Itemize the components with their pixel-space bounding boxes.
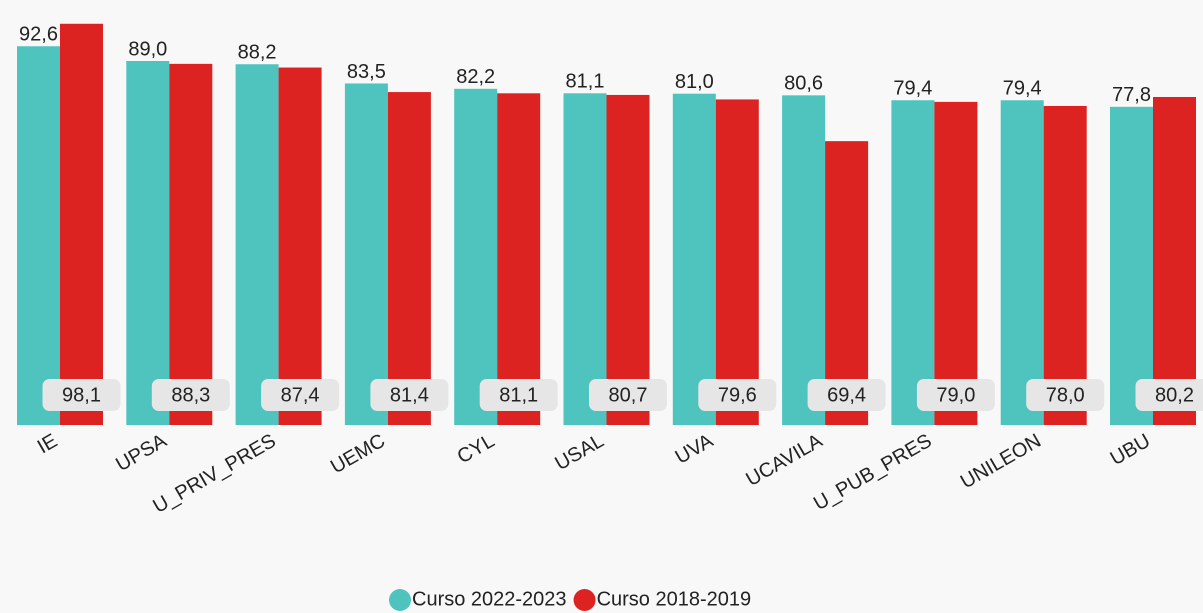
value-label: 88,2 [238,42,277,64]
value-label-box [370,379,449,411]
value-label-box [42,379,121,411]
value-label-box [1135,379,1203,411]
value-label: 79,0 [936,384,975,406]
legend-swatch [389,589,411,611]
x-tick-label: USAL [551,430,607,475]
value-label-box [151,379,230,411]
x-tick-label: IE [34,430,61,459]
x-tick-label: UVA [672,430,718,469]
x-tick-label: UBU [1107,430,1155,470]
bar [1110,106,1153,425]
x-tick-label: U_PRIV_PRES [149,430,279,518]
value-label-box [1026,379,1105,411]
value-label-box [261,379,340,411]
value-label: 82,2 [456,66,495,88]
bar [235,64,279,426]
legend-swatch [573,589,596,611]
value-label: 81,0 [675,71,714,93]
value-label: 81,1 [499,384,538,406]
value-label: 81,1 [566,71,605,93]
value-label: 80,7 [609,384,648,406]
value-label-box [916,379,995,411]
value-label-box [698,379,777,411]
bar [278,67,322,425]
bar [672,93,716,426]
value-label: 89,0 [128,38,167,60]
legend-label: Curso 2018-2019 [597,588,752,610]
bar [126,60,170,426]
legend-label: Curso 2022-2023 [412,588,567,610]
value-label: 77,8 [1112,84,1151,106]
value-label: 87,4 [281,384,320,406]
value-label-box [807,379,886,411]
bar [563,93,607,426]
value-label-box [589,379,667,411]
x-tick-label: U_PUB_PRES [810,430,936,515]
value-label: 79,6 [718,384,757,406]
bar [454,88,498,425]
bar [344,83,388,426]
bar [60,23,103,426]
bar [17,46,60,426]
bar [497,93,541,426]
bar [387,92,431,425]
value-label: 78,0 [1046,384,1085,406]
bar [169,63,213,426]
value-label: 88,3 [171,384,210,406]
value-label: 80,2 [1155,384,1194,406]
value-label: 69,4 [827,384,866,406]
x-tick-label: UCAVILA [742,430,826,491]
x-tick-label: UPSA [112,430,171,477]
value-label: 79,4 [893,78,932,100]
x-tick-label: UNILEON [957,430,1045,494]
bar [934,101,978,425]
bar [715,99,759,425]
value-label: 98,1 [62,384,101,406]
bar [1000,100,1044,425]
bar [891,100,935,425]
value-label: 80,6 [784,73,823,95]
legend: Curso 2022-2023 Curso 2018-2019 [389,588,751,611]
bar [1043,105,1087,425]
value-label: 81,4 [390,384,429,406]
bar [1153,96,1196,426]
x-tick-label: CYL [454,430,499,469]
x-tick-label: UEMC [327,430,389,478]
value-label: 92,6 [19,24,58,46]
bar [825,141,869,426]
value-label-box [479,379,558,411]
value-label: 83,5 [347,61,386,83]
value-label: 79,4 [1003,78,1042,100]
bar [606,94,650,425]
bar [782,95,826,425]
